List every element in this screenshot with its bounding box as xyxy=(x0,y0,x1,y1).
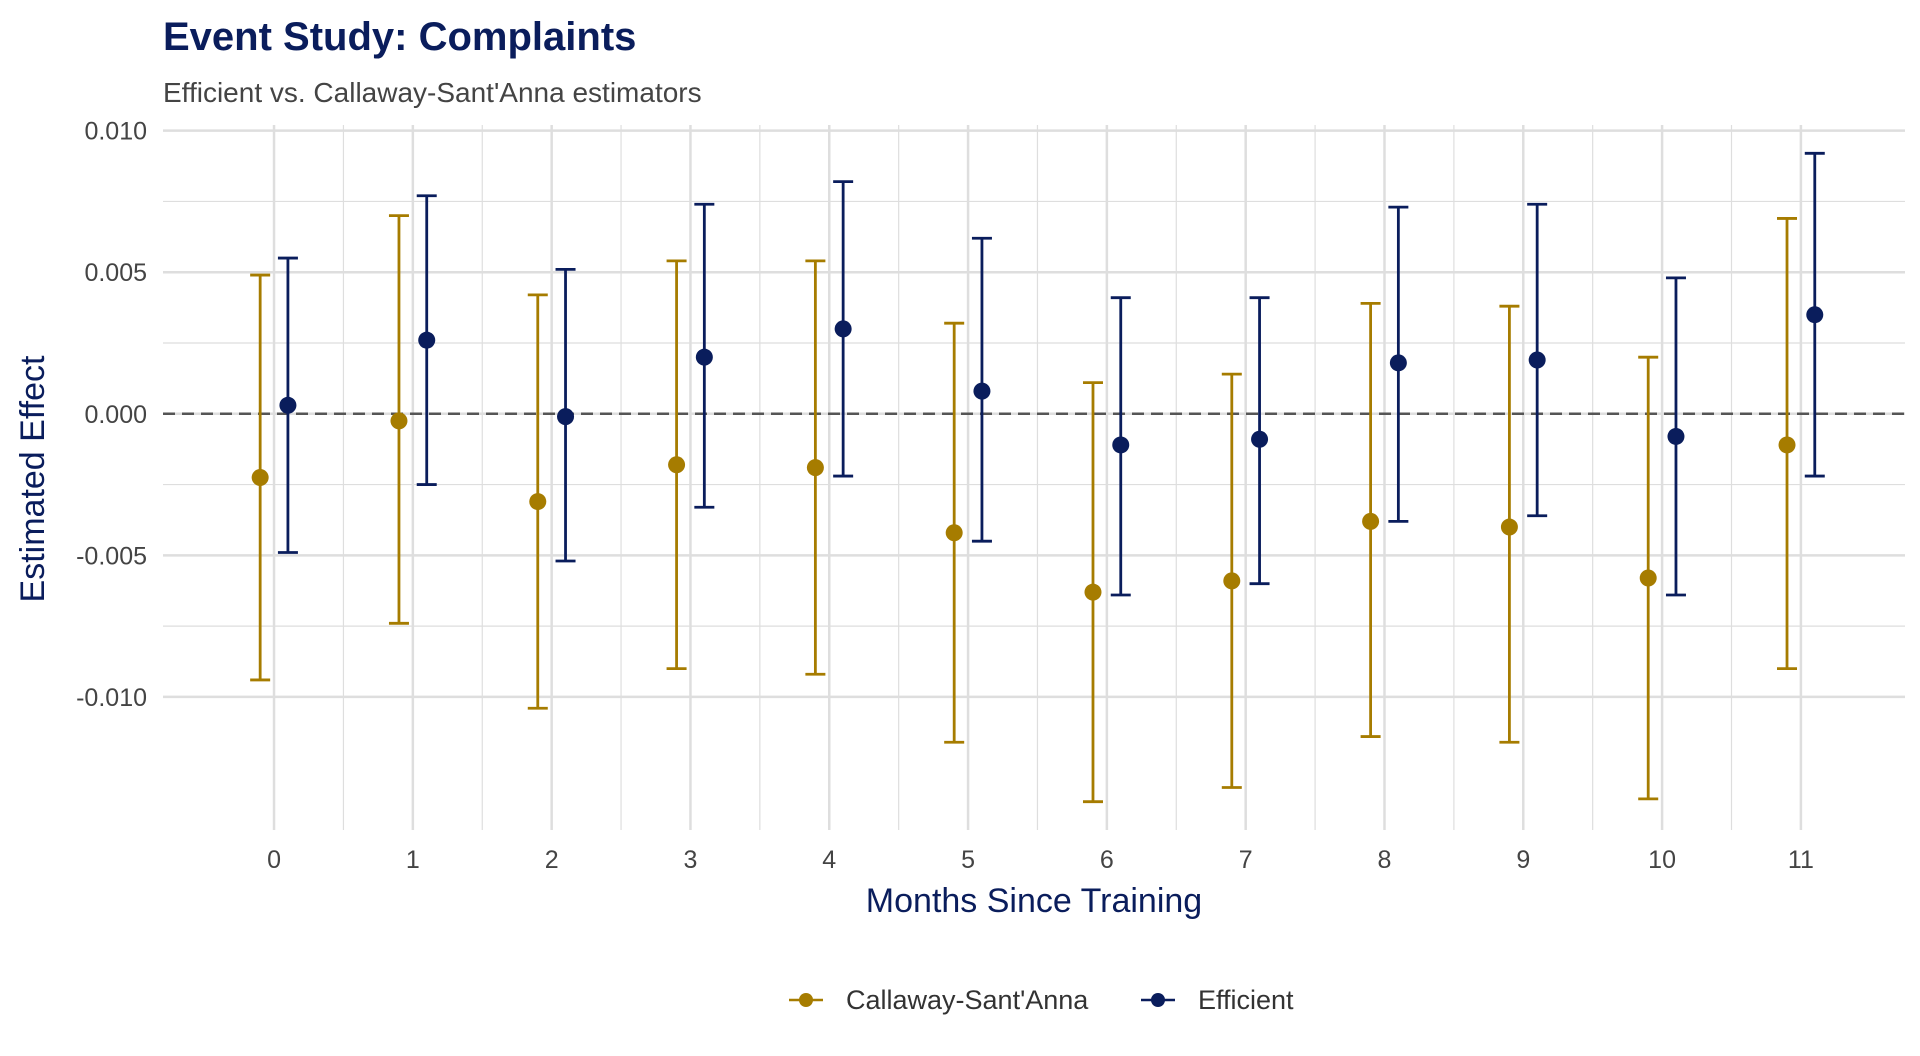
x-tick-label: 1 xyxy=(406,846,420,874)
x-tick-label: 0 xyxy=(267,846,281,874)
point-estimate xyxy=(1389,354,1407,372)
series-efficient xyxy=(277,151,1825,597)
x-tick-label: 11 xyxy=(1788,846,1814,874)
point-estimate xyxy=(945,524,963,542)
y-axis-label: Estimated Effect xyxy=(14,355,52,602)
legend-item-efficient: Efficient xyxy=(1141,985,1294,1015)
y-tick-label: -0.005 xyxy=(76,542,147,570)
x-tick-label: 9 xyxy=(1516,846,1530,874)
point-estimate xyxy=(973,382,991,400)
chart-subtitle: Efficient vs. Callaway-Sant'Anna estimat… xyxy=(163,77,702,108)
x-tick-label: 6 xyxy=(1100,846,1114,874)
grid-layer xyxy=(163,125,1905,830)
point-estimate xyxy=(279,396,297,414)
tick-label-layer: -0.010 -0.005 0.000 0.005 0.010 0 1 2 3 4 5 6 7 8 9 10 1… xyxy=(76,118,1814,874)
point-estimate xyxy=(1500,518,1518,536)
chart-title: Event Study: Complaints xyxy=(163,15,636,59)
x-tick-label: 3 xyxy=(684,846,698,874)
x-tick-label: 10 xyxy=(1648,846,1676,874)
y-tick-label: 0.010 xyxy=(84,118,147,146)
series-callaway-santanna xyxy=(250,214,1798,804)
point-estimate xyxy=(251,469,269,486)
point-estimate xyxy=(1639,569,1657,587)
legend-swatch-dot xyxy=(799,993,813,1007)
point-estimate xyxy=(529,493,547,511)
point-estimate xyxy=(1223,572,1241,590)
point-estimate xyxy=(1362,512,1380,530)
point-estimate xyxy=(834,320,852,338)
point-estimate xyxy=(1528,351,1546,369)
point-estimate xyxy=(418,331,436,349)
legend-label-callaway: Callaway-Sant'Anna xyxy=(846,985,1089,1015)
point-estimate xyxy=(557,408,575,426)
point-estimate xyxy=(1806,306,1824,324)
point-estimate xyxy=(1778,436,1796,454)
point-estimate xyxy=(390,412,408,430)
legend: Callaway-Sant'Anna Efficient xyxy=(789,985,1294,1015)
point-estimate xyxy=(1667,427,1685,445)
point-estimate xyxy=(668,456,686,474)
y-tick-label: 0.000 xyxy=(84,401,147,429)
series-layer xyxy=(250,151,1825,804)
point-estimate xyxy=(695,348,713,366)
legend-item-callaway: Callaway-Sant'Anna xyxy=(789,985,1089,1015)
point-estimate xyxy=(1251,430,1269,448)
x-tick-label: 2 xyxy=(545,846,559,874)
legend-label-efficient: Efficient xyxy=(1198,985,1294,1015)
x-axis-label: Months Since Training xyxy=(866,882,1202,920)
x-tick-label: 5 xyxy=(961,846,975,874)
point-estimate xyxy=(806,459,824,477)
point-estimate xyxy=(1112,436,1130,454)
y-tick-label: -0.010 xyxy=(76,684,147,712)
legend-swatch-dot xyxy=(1151,993,1165,1007)
point-estimate xyxy=(1084,583,1102,601)
x-tick-label: 8 xyxy=(1378,846,1392,874)
x-tick-label: 7 xyxy=(1239,846,1253,874)
y-tick-label: 0.005 xyxy=(84,259,147,287)
x-tick-label: 4 xyxy=(822,846,836,874)
